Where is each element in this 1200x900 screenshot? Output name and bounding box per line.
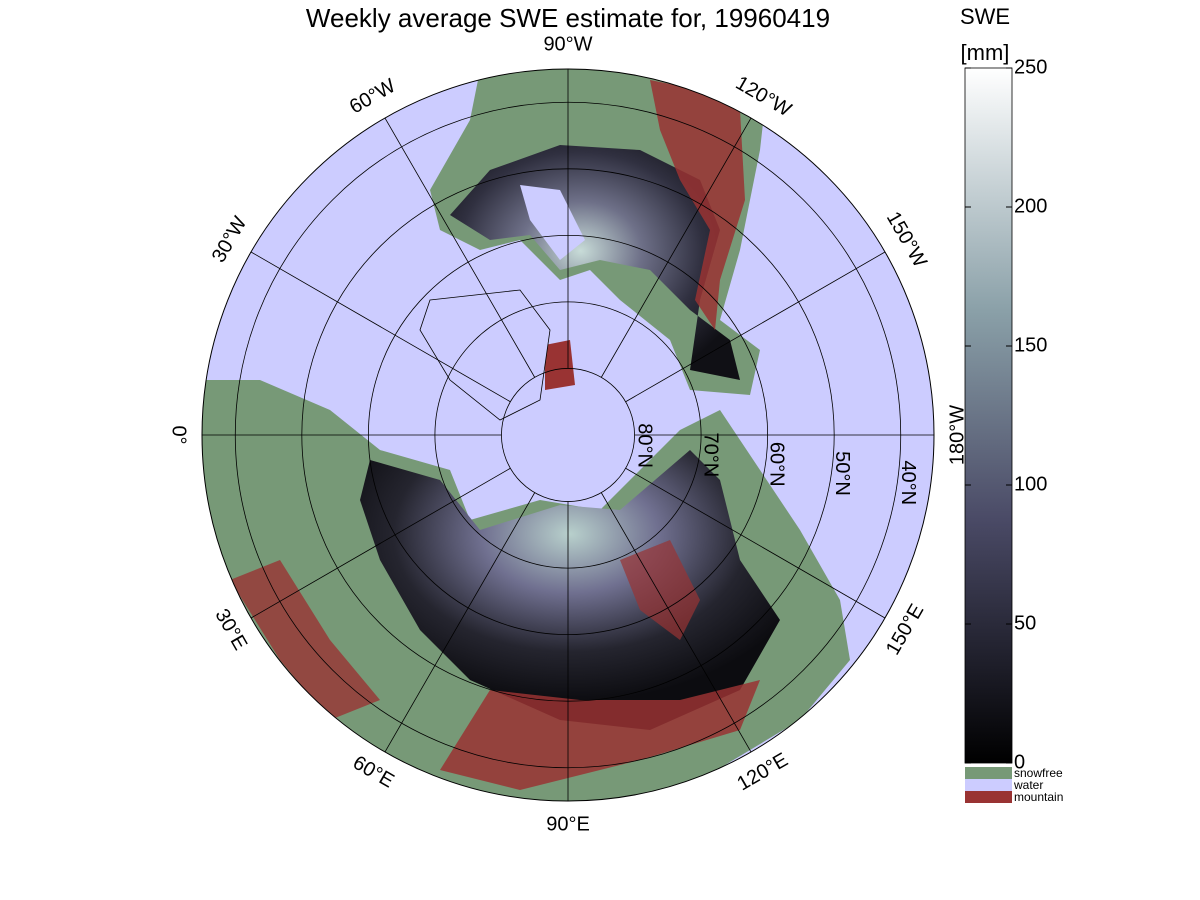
latitude-label: 70°N <box>699 433 721 478</box>
meridian <box>625 467 886 619</box>
legend-label: water <box>1013 778 1043 792</box>
mountain-siberia <box>620 540 700 640</box>
mountain-arctic <box>545 340 575 390</box>
latitude-label: 50°N <box>831 451 853 496</box>
colorbar-tick-label: 0 <box>1014 751 1025 773</box>
longitude-label: 60°E <box>349 752 398 793</box>
longitude-label: 180°W <box>946 405 968 465</box>
longitude-label: 30°W <box>208 213 252 267</box>
mountain-rockies <box>650 80 745 330</box>
map <box>202 69 934 801</box>
title: Weekly average SWE estimate for, 1996041… <box>306 3 830 33</box>
snow-eurasia <box>360 450 780 730</box>
longitude-label: 0° <box>168 425 190 444</box>
colorbar-tick-label: 200 <box>1014 195 1047 217</box>
longitude-label: 60°W <box>346 75 400 119</box>
latitude-label: 60°N <box>765 442 787 487</box>
meridian <box>600 492 752 753</box>
longitude-label: 90°E <box>546 813 590 835</box>
colorbar-tick-label: 50 <box>1014 612 1036 634</box>
colorbar-unit: [mm] <box>961 40 1010 65</box>
meridian <box>625 251 886 403</box>
snow-north-america <box>450 145 740 380</box>
colorbar <box>964 67 1013 764</box>
legend-swatch <box>965 767 1012 779</box>
greenland <box>419 289 551 421</box>
latitude-label: 40°N <box>897 460 919 505</box>
colorbar-tick-label: 250 <box>1014 56 1047 78</box>
colorbar-tick-label: 100 <box>1014 473 1047 495</box>
meridian <box>600 117 752 378</box>
colorbar-label: SWE <box>960 4 1010 29</box>
legend-swatch <box>965 779 1012 791</box>
latitude-label: 80°N <box>634 423 656 468</box>
hudson-bay <box>520 185 585 260</box>
longitude-label: 90°W <box>543 33 592 55</box>
mountain-asia <box>440 680 760 790</box>
longitude-label: 30°E <box>210 605 251 654</box>
meridian <box>250 467 511 619</box>
meridian <box>384 117 536 378</box>
map-border <box>201 68 935 802</box>
graticule <box>202 69 934 801</box>
colorbar-tick-label: 150 <box>1014 334 1047 356</box>
legend-swatch <box>965 791 1012 803</box>
legend-label: mountain <box>1014 790 1063 804</box>
meridian <box>250 251 511 403</box>
legend-label: snowfree <box>1014 766 1063 780</box>
meridian <box>384 492 536 753</box>
